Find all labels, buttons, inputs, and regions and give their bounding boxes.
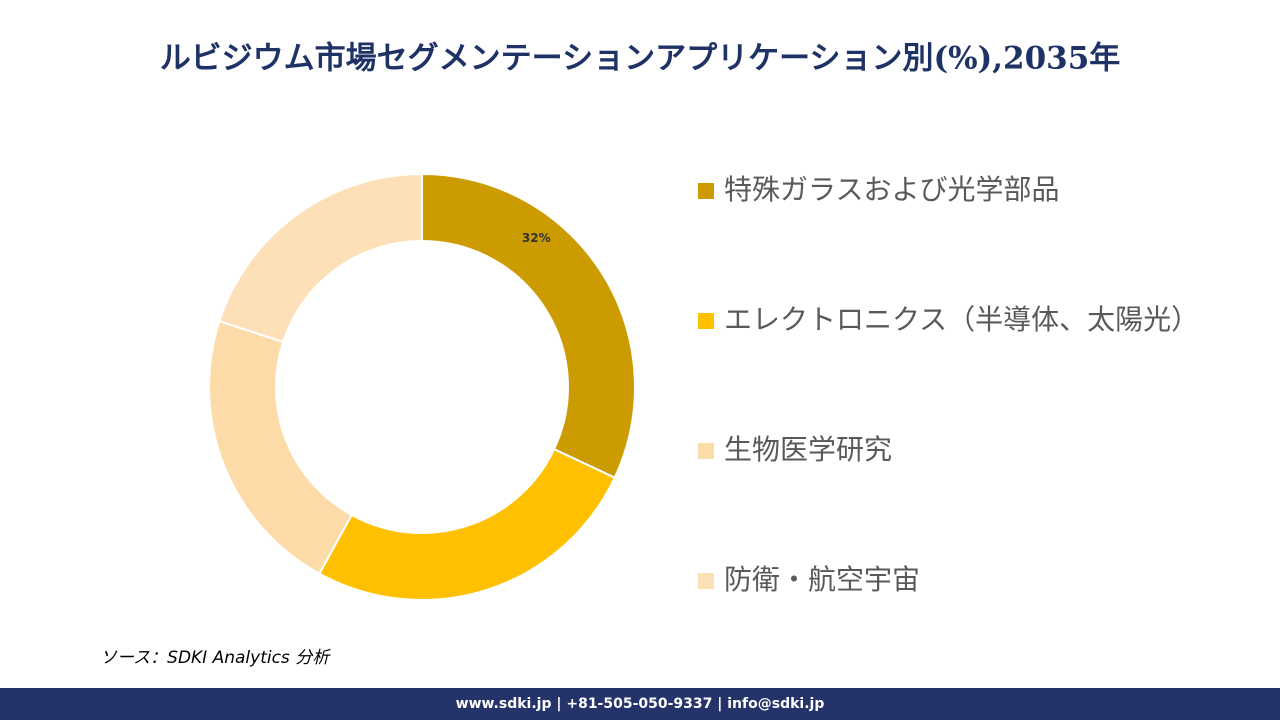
- legend-swatch: [698, 313, 714, 329]
- legend-label: 生物医学研究: [724, 433, 892, 466]
- footer-bar: [0, 688, 1280, 720]
- data-label: 32%: [522, 231, 551, 245]
- legend-label: エレクトロニクス（半導体、太陽光）: [724, 303, 1199, 336]
- source-note: ソース：SDKI Analytics 分析: [100, 648, 331, 668]
- legend-swatch: [698, 573, 714, 589]
- legend-swatch: [698, 183, 714, 199]
- legend-swatch: [698, 443, 714, 459]
- footer-text: www.sdki.jp | +81-505-050-9337 | info@sd…: [456, 696, 825, 712]
- donut-segment: [318, 447, 617, 601]
- donut-segment: [421, 172, 636, 480]
- chart-title: ルビジウム市場セグメンテーションアプリケーション別(%),2035年: [160, 41, 1121, 77]
- legend-label: 特殊ガラスおよび光学部品: [724, 173, 1059, 206]
- donut-segment: [218, 172, 423, 344]
- donut-segment: [208, 319, 354, 576]
- legend-label: 防衛・航空宇宙: [724, 563, 920, 596]
